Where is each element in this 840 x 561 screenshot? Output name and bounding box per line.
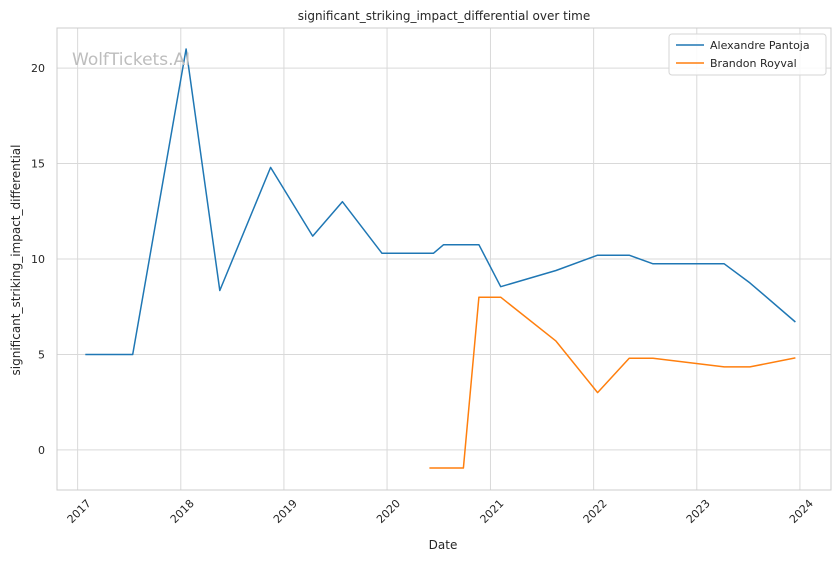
y-tick-label: 15 bbox=[31, 158, 45, 171]
series-line-1 bbox=[429, 296, 796, 469]
data-point bbox=[499, 295, 503, 299]
data-point bbox=[651, 356, 655, 360]
watermark: WolfTickets.AI bbox=[72, 50, 190, 70]
y-tick-label: 0 bbox=[38, 444, 45, 457]
data-point bbox=[722, 262, 726, 266]
data-point bbox=[748, 281, 752, 285]
series-line-0 bbox=[85, 48, 796, 356]
data-point bbox=[627, 253, 631, 257]
data-point bbox=[554, 339, 558, 343]
data-point bbox=[596, 391, 600, 395]
data-point bbox=[380, 251, 384, 255]
data-point bbox=[596, 253, 600, 257]
data-point bbox=[311, 234, 315, 238]
data-point bbox=[651, 262, 655, 266]
data-point bbox=[131, 352, 135, 356]
plot-area-frame bbox=[56, 27, 832, 491]
y-tick-label: 5 bbox=[38, 348, 45, 361]
data-point bbox=[499, 285, 503, 289]
legend-label-pantoja: Alexandre Pantoja bbox=[710, 39, 810, 52]
series-layer bbox=[83, 48, 797, 470]
data-point bbox=[477, 295, 481, 299]
y-axis-ticks: 0 5 10 15 20 bbox=[31, 62, 45, 457]
y-tick-label: 20 bbox=[31, 62, 45, 75]
data-point bbox=[269, 165, 273, 169]
data-point bbox=[442, 243, 446, 247]
data-point bbox=[83, 352, 87, 356]
data-point bbox=[554, 268, 558, 272]
data-point bbox=[793, 356, 797, 360]
data-point bbox=[722, 365, 726, 369]
data-point bbox=[461, 466, 465, 470]
chart-title: significant_striking_impact_differential… bbox=[298, 9, 590, 23]
data-point bbox=[431, 251, 435, 255]
legend: Alexandre Pantoja Brandon Royval bbox=[668, 33, 827, 76]
x-axis-label: Date bbox=[429, 538, 458, 552]
data-point bbox=[477, 243, 481, 247]
legend-box bbox=[668, 33, 827, 76]
y-axis-label: significant_striking_impact_differential bbox=[9, 145, 23, 376]
y-tick-label: 10 bbox=[31, 253, 45, 266]
data-point bbox=[748, 365, 752, 369]
data-point bbox=[218, 289, 222, 293]
data-point bbox=[340, 200, 344, 204]
data-point bbox=[793, 320, 797, 324]
legend-label-royval: Brandon Royval bbox=[710, 57, 797, 70]
data-point bbox=[627, 356, 631, 360]
data-point bbox=[427, 466, 431, 470]
